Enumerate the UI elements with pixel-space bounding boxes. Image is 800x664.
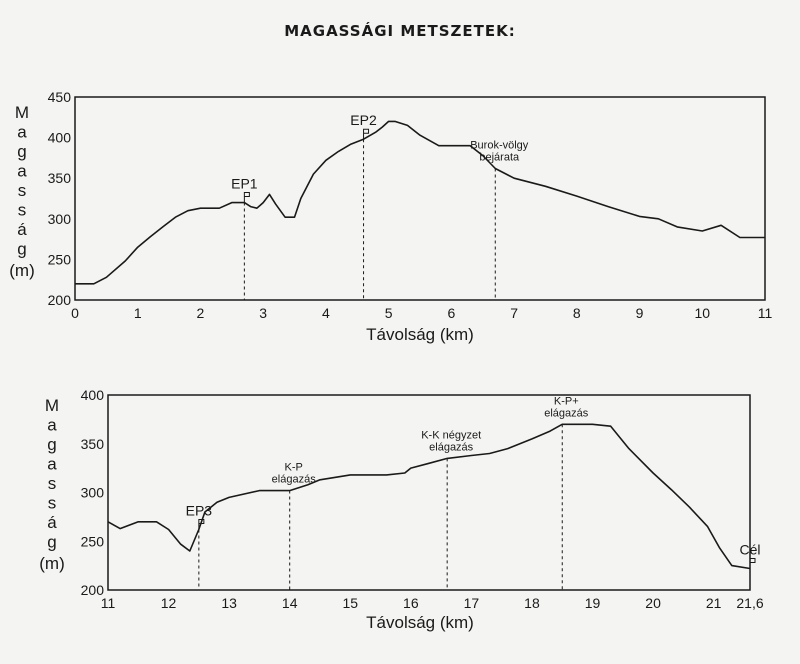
x-tick-label: 19	[585, 595, 601, 611]
flag-icon	[243, 192, 250, 203]
annotation-label: Burok-völgy	[470, 139, 529, 151]
x-tick-label: 2	[197, 305, 205, 321]
flag-icon	[198, 519, 205, 530]
y-axis-label-letter: M	[45, 396, 59, 415]
checkpoint-label: EP2	[350, 112, 377, 128]
annotation-label: K-P	[285, 462, 303, 474]
y-tick-label: 250	[48, 251, 72, 267]
x-tick-label: 21,6	[736, 595, 763, 611]
y-axis-label-letter: g	[17, 142, 26, 161]
y-tick-label: 450	[48, 89, 72, 105]
checkpoint-label: Cél	[739, 542, 760, 558]
x-tick-label: 6	[447, 305, 455, 321]
checkpoint-label: EP1	[231, 176, 258, 192]
x-axis-label: Távolság (km)	[366, 613, 474, 632]
plot-frame-1	[74, 96, 766, 301]
x-tick-label: 21	[706, 595, 722, 611]
y-axis-label-unit: (m)	[39, 554, 64, 573]
elevation-profile-line	[107, 423, 751, 570]
x-tick-label: 10	[694, 305, 710, 321]
annotation-label: K-P+	[554, 395, 579, 407]
x-tick-label: 11	[101, 595, 116, 611]
x-tick-label: 0	[71, 305, 79, 321]
x-tick-label: 20	[645, 595, 661, 611]
x-tick-label: 12	[161, 595, 177, 611]
y-axis-label-letter: g	[47, 533, 56, 552]
x-tick-label: 18	[524, 595, 540, 611]
page-title: MAGASSÁGI METSZETEK:	[284, 22, 516, 40]
annotation-label: elágazás	[429, 441, 474, 453]
flag-icon	[749, 558, 756, 569]
y-axis-label-letter: g	[47, 435, 56, 454]
flag-icon	[363, 128, 370, 140]
checkpoint-label: EP3	[186, 503, 213, 519]
x-tick-label: 5	[385, 305, 393, 321]
annotation-label: elágazás	[544, 407, 589, 419]
x-tick-label: 13	[221, 595, 237, 611]
x-tick-label: 17	[464, 595, 480, 611]
x-tick-label: 16	[403, 595, 419, 611]
y-axis-label-letter: s	[18, 181, 27, 200]
y-tick-label: 250	[81, 533, 105, 549]
y-axis-label-letter: a	[17, 123, 27, 142]
x-tick-label: 7	[510, 305, 518, 321]
elevation-profile-line	[75, 120, 765, 285]
y-tick-label: 350	[81, 436, 105, 452]
y-tick-label: 300	[81, 485, 105, 501]
y-tick-label: 300	[48, 211, 72, 227]
y-axis-label-letter: a	[17, 162, 27, 181]
y-axis-label-letter: s	[18, 201, 27, 220]
y-axis-label-letter: s	[48, 474, 57, 493]
annotation-label: K-K négyzet	[421, 429, 481, 441]
y-axis-label-letter: á	[47, 513, 57, 532]
x-tick-label: 15	[342, 595, 358, 611]
x-tick-label: 14	[282, 595, 298, 611]
x-axis-label: Távolság (km)	[366, 325, 474, 344]
y-axis-label-letter: g	[17, 240, 26, 259]
y-axis-label-letter: á	[17, 220, 27, 239]
annotation-label: elágazás	[272, 474, 317, 486]
annotation-label: bejárata	[479, 151, 520, 163]
plot-frame-2	[107, 394, 751, 591]
x-tick-label: 8	[573, 305, 581, 321]
x-tick-label: 9	[636, 305, 644, 321]
y-axis-label-letter: a	[47, 416, 57, 435]
y-axis-label-letter: M	[15, 103, 29, 122]
y-axis-label-letter: a	[47, 455, 57, 474]
x-tick-label: 3	[259, 305, 267, 321]
y-axis-label-letter: s	[48, 494, 57, 513]
x-tick-label: 4	[322, 305, 330, 321]
y-tick-label: 350	[48, 170, 72, 186]
y-tick-label: 200	[48, 292, 72, 308]
y-tick-label: 400	[48, 130, 72, 146]
y-tick-label: 200	[81, 582, 105, 598]
x-tick-label: 1	[134, 305, 142, 321]
x-tick-label: 11	[758, 305, 773, 321]
y-tick-label: 400	[81, 387, 105, 403]
y-axis-label-unit: (m)	[9, 261, 34, 280]
